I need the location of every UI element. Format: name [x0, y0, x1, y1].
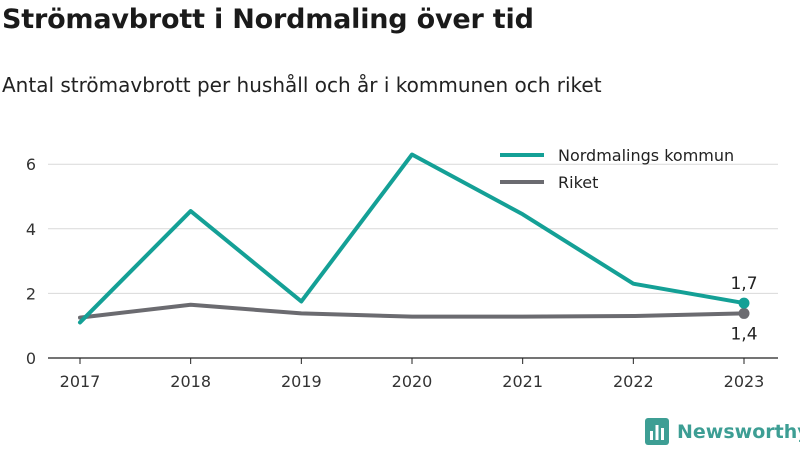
brand-name: Newsworthy — [677, 420, 800, 443]
x-tick-label: 2020 — [392, 372, 433, 391]
y-tick-label: 6 — [26, 155, 36, 174]
legend-label: Riket — [558, 173, 598, 192]
data-label-nordmalings-kommun: 1,7 — [730, 274, 757, 294]
bar-chart-icon — [645, 418, 669, 445]
x-tick-label: 2017 — [60, 372, 101, 391]
x-tick-label: 2019 — [281, 372, 322, 391]
y-tick-label: 4 — [26, 220, 36, 239]
legend-label: Nordmalings kommun — [558, 146, 734, 165]
x-tick-label: 2023 — [724, 372, 765, 391]
x-tick-label: 2021 — [502, 372, 543, 391]
series-end-point — [738, 297, 750, 309]
chart-title: Strömavbrott i Nordmaling över tid — [2, 4, 534, 35]
series-end-point — [738, 307, 750, 319]
chart-subtitle: Antal strömavbrott per hushåll och år i … — [2, 73, 602, 97]
series-line-riket — [78, 302, 746, 320]
y-tick-label: 2 — [26, 284, 36, 303]
y-tick-label: 0 — [26, 349, 36, 368]
x-tick-label: 2018 — [170, 372, 211, 391]
series-line-nordmalings-kommun — [78, 152, 746, 325]
newsworthy-logo: Newsworthy — [645, 418, 800, 445]
x-tick-label: 2022 — [613, 372, 654, 391]
data-label-riket: 1,4 — [730, 324, 757, 344]
